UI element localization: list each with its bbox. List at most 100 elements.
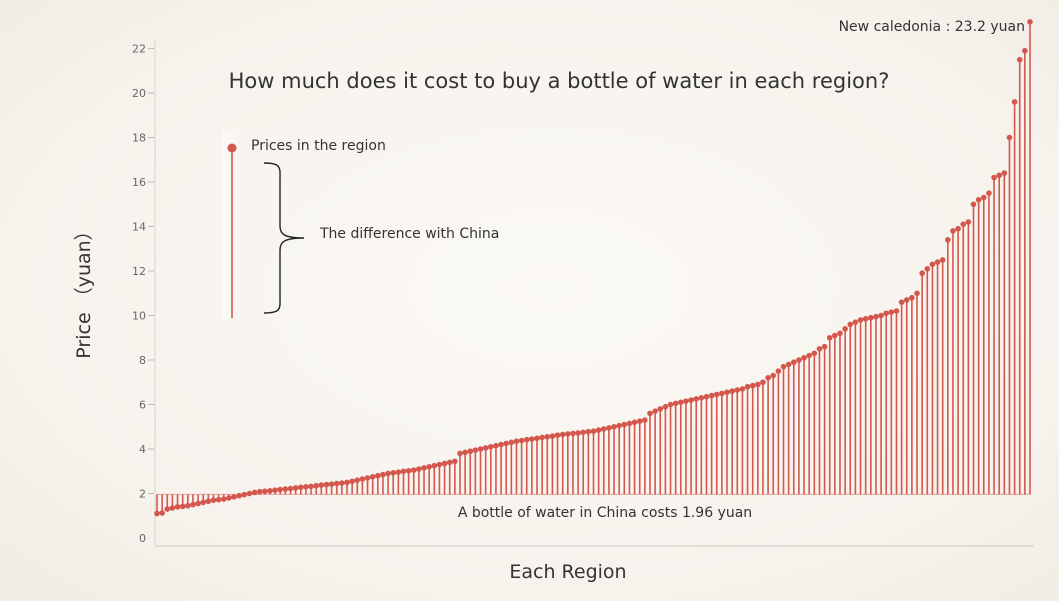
- lollipop-dot: [945, 237, 951, 243]
- lollipop-dot: [164, 506, 171, 512]
- lollipop-dot: [457, 450, 463, 457]
- lollipop-dot: [498, 441, 504, 448]
- lollipop-dot: [523, 436, 530, 443]
- lollipop-dot: [559, 431, 566, 438]
- lollipop-dot: [950, 228, 956, 234]
- lollipop-dot: [909, 294, 915, 301]
- lollipop-dot: [755, 381, 761, 388]
- lollipop-dot: [862, 316, 869, 322]
- legend-brace: [263, 162, 305, 314]
- baseline-annotation: A bottle of water in China costs 1.96 yu…: [458, 505, 752, 521]
- lollipop-dot: [1001, 170, 1008, 176]
- x-axis-title: Each Region: [509, 561, 626, 583]
- y-ticks: 0 2 4 6 8 10 12 14 16 18 20 22: [132, 43, 154, 545]
- lollipop-dot: [898, 299, 905, 305]
- lollipop-dot: [390, 470, 397, 476]
- lollipop-dot: [873, 313, 879, 320]
- lollipop-dot: [770, 372, 777, 379]
- y-tick-label: 20: [132, 87, 146, 100]
- lollipop-dot: [837, 330, 843, 337]
- lollipop-dot: [185, 502, 191, 509]
- lollipop-dot: [585, 428, 592, 435]
- lollipop-dot: [446, 459, 453, 466]
- lollipop-dot: [868, 314, 874, 321]
- lollipop-dot: [344, 479, 350, 486]
- lollipop-dot: [405, 468, 412, 474]
- lollipop-dot: [806, 352, 812, 359]
- lollipop-dot: [395, 469, 402, 475]
- lollipop-dot: [159, 510, 165, 516]
- legend: Prices in the region The difference with…: [222, 130, 499, 320]
- lollipop-dot: [647, 410, 653, 417]
- lollipop-dot: [713, 391, 720, 398]
- lollipop-dot: [256, 488, 263, 495]
- lollipop-dot: [174, 504, 181, 510]
- lollipop-dot: [847, 321, 854, 328]
- y-tick-label: 10: [132, 310, 146, 323]
- lollipop-dot: [821, 343, 828, 350]
- lollipop-dot: [888, 309, 895, 315]
- lollipop-dot: [667, 401, 674, 408]
- y-tick-label: 18: [132, 132, 146, 145]
- lollipop-dot: [939, 257, 946, 263]
- max-annotation: New caledonia : 23.2 yuan: [839, 19, 1025, 35]
- lollipop-dot: [693, 396, 700, 402]
- lollipop-dot: [364, 475, 371, 481]
- lollipop-dot: [251, 489, 258, 496]
- lollipop-dot: [297, 484, 304, 491]
- y-tick-label: 0: [139, 532, 146, 545]
- lollipop-dot: [852, 319, 859, 325]
- lollipop-dot: [1011, 99, 1018, 105]
- lollipop-dot: [621, 421, 628, 428]
- lollipop-dot: [416, 466, 422, 472]
- lollipop-dot: [683, 398, 689, 404]
- lollipop-dot: [477, 446, 484, 452]
- lollipop-dot: [796, 357, 802, 363]
- lollipop-dot: [421, 465, 427, 471]
- chart-title: How much does it cost to buy a bottle of…: [229, 69, 890, 93]
- y-tick-label: 14: [132, 221, 146, 234]
- lollipop-dot: [333, 480, 340, 487]
- lollipop-dot: [380, 471, 386, 478]
- legend-dot: [227, 143, 237, 153]
- lollipop-dot: [724, 389, 730, 396]
- lollipop-dot: [652, 408, 658, 414]
- lollipop-dot: [529, 436, 535, 442]
- lollipop-dot: [965, 219, 972, 225]
- lollipop-dot: [986, 190, 992, 196]
- lollipop-dot: [190, 501, 196, 508]
- y-tick-label: 8: [139, 354, 146, 367]
- lollipop-dot: [472, 447, 479, 453]
- lollipop-dot: [503, 440, 510, 447]
- lollipop-dot: [600, 426, 607, 432]
- lollipop-dot: [1022, 47, 1028, 54]
- lollipop-dot: [832, 332, 838, 339]
- lollipop-dot: [154, 510, 160, 517]
- lollipop-dot: [801, 354, 807, 361]
- lollipop-dot: [195, 500, 201, 507]
- lollipop-dot: [765, 375, 771, 381]
- lollipop-dot: [205, 498, 212, 505]
- lollipop-dot: [549, 433, 556, 439]
- lollipop-dot: [493, 442, 499, 449]
- lollipop-dot: [595, 427, 602, 433]
- lollipop-dot: [482, 445, 489, 451]
- lollipop-dot: [744, 383, 751, 390]
- lollipop-marks: [154, 19, 1033, 517]
- lollipop-dot: [590, 428, 597, 435]
- lollipop-dot: [703, 393, 710, 400]
- lollipop-dot: [719, 390, 725, 397]
- lollipop-dot: [508, 439, 515, 446]
- y-tick-label: 22: [132, 43, 146, 56]
- lollipop-dot: [441, 460, 448, 467]
- lollipop-dot: [518, 437, 525, 444]
- lollipop-dot: [857, 317, 864, 323]
- lollipop-dot: [970, 201, 977, 208]
- legend-point-label: Prices in the region: [251, 138, 386, 154]
- y-tick-label: 2: [139, 488, 146, 501]
- lollipop-dot: [955, 225, 961, 232]
- lollipop-dot: [903, 297, 910, 303]
- lollipop-dot: [400, 468, 407, 475]
- lollipop-dot: [636, 418, 643, 424]
- lollipop-dot: [883, 310, 890, 317]
